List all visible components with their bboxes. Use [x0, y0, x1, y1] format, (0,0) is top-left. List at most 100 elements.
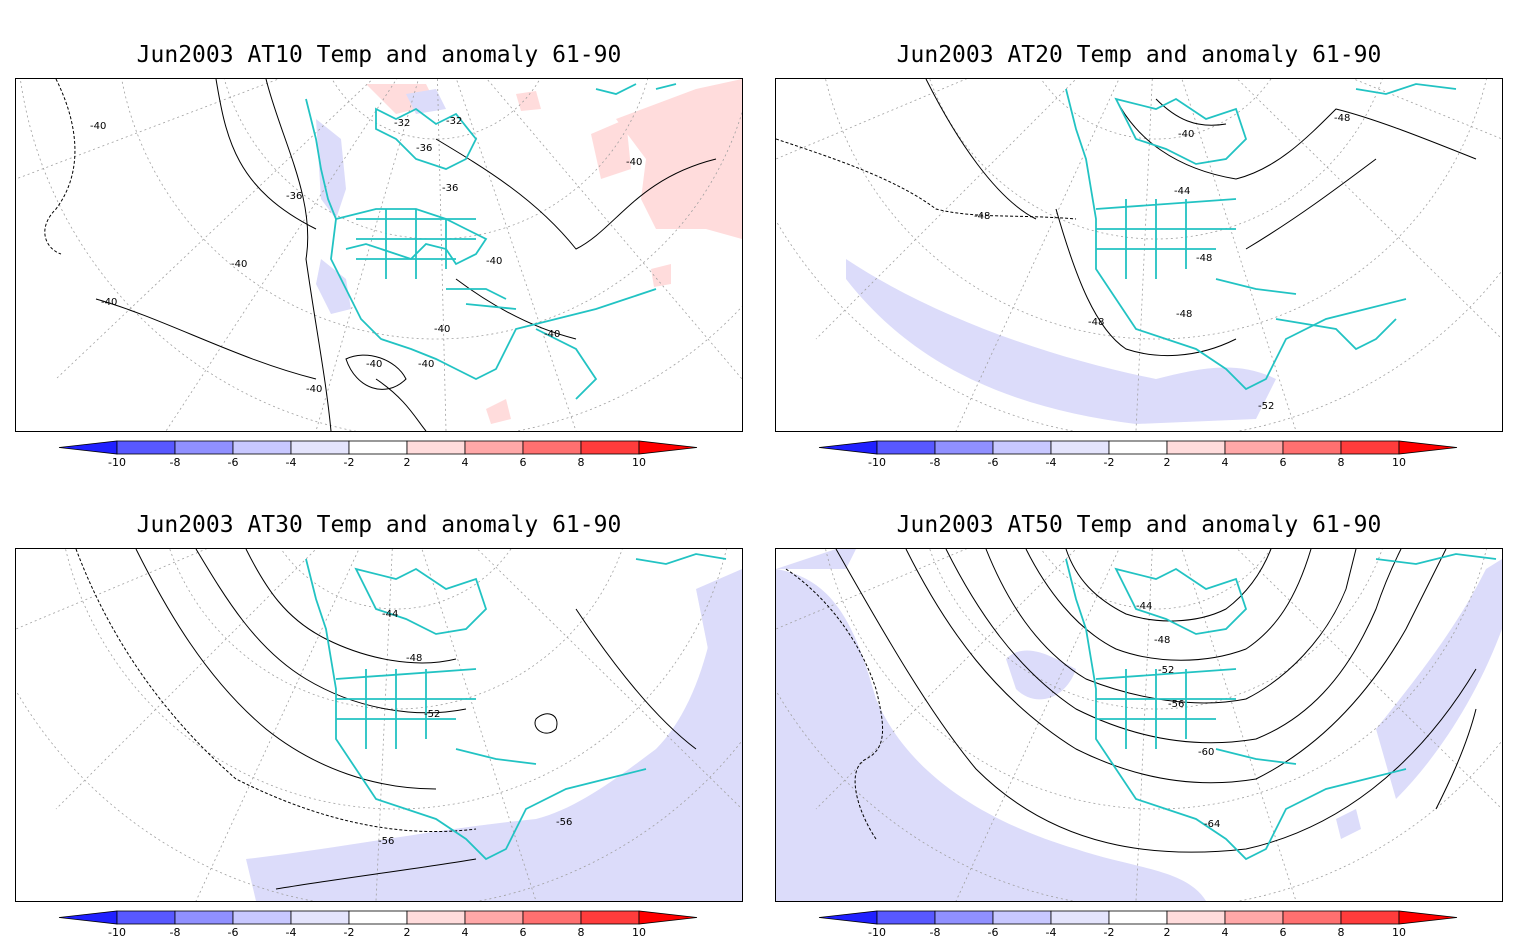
- contour-label: -40: [306, 384, 322, 395]
- contour-label: -48: [1196, 253, 1212, 264]
- contour-labels: -40 -32 -32 -36 -36 -36 -40 -40 -40 -40 …: [90, 116, 642, 395]
- colorbar-label: 10: [632, 456, 646, 469]
- contour-label: -44: [382, 609, 398, 620]
- negative-anomaly-region: [246, 579, 742, 901]
- colorbar-label: -6: [987, 456, 999, 469]
- contour-label: -40: [90, 121, 106, 132]
- colorbar-label: 10: [632, 926, 646, 939]
- colorbar-box: [876, 910, 936, 925]
- colorbar-label: -2: [1103, 926, 1115, 939]
- contour-lines: [776, 79, 1477, 356]
- colorbar-label: -10: [868, 926, 886, 939]
- colorbar-box: [1224, 910, 1284, 925]
- colorbar-svg: [818, 910, 1458, 925]
- negative-anomaly-region: [316, 119, 346, 219]
- contour-label: -44: [1136, 601, 1152, 612]
- colorbar-box: [1108, 910, 1168, 925]
- colorbar-box: [1282, 440, 1342, 455]
- contour-label: -48: [1334, 113, 1350, 124]
- contour-label: -32: [394, 118, 410, 129]
- coastlines: [305, 553, 727, 861]
- contour-label: -36: [286, 191, 302, 202]
- colorbar-arrow-high: [638, 440, 698, 455]
- panel-at10: Jun2003 AT10 Temp and anomaly 61-90: [0, 0, 760, 470]
- colorbar-box: [580, 440, 640, 455]
- panel-title: Jun2003 AT50 Temp and anomaly 61-90: [896, 512, 1382, 538]
- colorbar-box: [406, 440, 466, 455]
- colorbar-label: -6: [987, 926, 999, 939]
- colorbar-label: -4: [285, 926, 297, 939]
- colorbar-label: -4: [1045, 456, 1057, 469]
- coastlines: [1065, 553, 1497, 861]
- contour-label: -40: [434, 324, 450, 335]
- colorbar-label: -4: [1045, 926, 1057, 939]
- contour-label: -40: [418, 359, 434, 370]
- contour-label: -48: [406, 653, 422, 664]
- contour-label: -48: [1154, 635, 1170, 646]
- contour-label: -56: [556, 817, 572, 828]
- colorbar-label: 2: [1163, 456, 1171, 469]
- colorbar-box: [290, 440, 350, 455]
- colorbar-box: [1340, 440, 1400, 455]
- colorbar-box: [1282, 910, 1342, 925]
- contour-label: -36: [442, 183, 458, 194]
- colorbar-label: 10: [1392, 456, 1406, 469]
- map-area: -40 -32 -32 -36 -36 -36 -40 -40 -40 -40 …: [15, 78, 743, 432]
- colorbar-arrow-low: [58, 440, 118, 455]
- colorbar-svg: [58, 910, 698, 925]
- contour-label: -44: [1174, 186, 1190, 197]
- contour-labels: -44 -48 -52 -56 -56: [378, 609, 572, 847]
- colorbar-box: [1166, 440, 1226, 455]
- colorbar-box: [1166, 910, 1226, 925]
- colorbar-label: 4: [461, 926, 469, 939]
- colorbar-box: [934, 440, 994, 455]
- positive-anomaly-region: [651, 264, 671, 287]
- colorbar-label: 2: [1163, 926, 1171, 939]
- colorbar-box: [580, 910, 640, 925]
- contour-label: -32: [446, 116, 462, 127]
- colorbar-label: -10: [868, 456, 886, 469]
- contour-label: -52: [424, 709, 440, 720]
- contour-label: -48: [1088, 317, 1104, 328]
- colorbar-arrow-high: [1398, 440, 1458, 455]
- colorbar-box: [992, 910, 1052, 925]
- colorbar-arrow-low: [818, 440, 878, 455]
- negative-anomaly-region: [776, 569, 1206, 901]
- contour-labels: -40 -44 -48 -48 -48 -48 -48 -52: [974, 113, 1350, 412]
- contour-label: -40: [231, 259, 247, 270]
- map-area: -40 -44 -48 -48 -48 -48 -48 -52: [775, 78, 1503, 432]
- colorbar-arrow-low: [58, 910, 118, 925]
- negative-anomaly-region: [316, 259, 351, 314]
- colorbar-label: -2: [1103, 456, 1115, 469]
- colorbar-box: [232, 910, 292, 925]
- map-svg: -44 -48 -52 -56 -60 -64: [776, 549, 1502, 901]
- colorbar-label: 6: [1279, 456, 1287, 469]
- map-svg: -40 -32 -32 -36 -36 -36 -40 -40 -40 -40 …: [16, 79, 742, 431]
- colorbar-box: [406, 910, 466, 925]
- map-svg: -44 -48 -52 -56 -56: [16, 549, 742, 901]
- map-area: -44 -48 -52 -56 -60 -64: [775, 548, 1503, 902]
- contour-label: -40: [486, 256, 502, 267]
- contour-label: -52: [1258, 401, 1274, 412]
- positive-anomaly-region: [616, 79, 742, 239]
- colorbar-label: -2: [343, 926, 355, 939]
- coastlines: [1065, 83, 1457, 391]
- colorbar-label: -6: [227, 456, 239, 469]
- colorbar-svg: [58, 440, 698, 455]
- colorbar-label: 8: [1337, 926, 1345, 939]
- contour-label: -48: [974, 211, 990, 222]
- colorbar-box: [290, 910, 350, 925]
- colorbar-box: [992, 440, 1052, 455]
- colorbar-box: [348, 440, 408, 455]
- contour-label: -40: [626, 157, 642, 168]
- negative-anomaly-region: [406, 89, 446, 114]
- panel-title: Jun2003 AT10 Temp and anomaly 61-90: [136, 42, 622, 68]
- colorbar-label: 8: [577, 456, 585, 469]
- colorbar-label: -10: [108, 456, 126, 469]
- colorbar-box: [1050, 910, 1110, 925]
- contour-label: -40: [101, 297, 117, 308]
- negative-anomaly-region: [776, 549, 856, 569]
- colorbar-box: [116, 440, 176, 455]
- negative-anomaly-region: [696, 569, 742, 689]
- colorbar-box: [1108, 440, 1168, 455]
